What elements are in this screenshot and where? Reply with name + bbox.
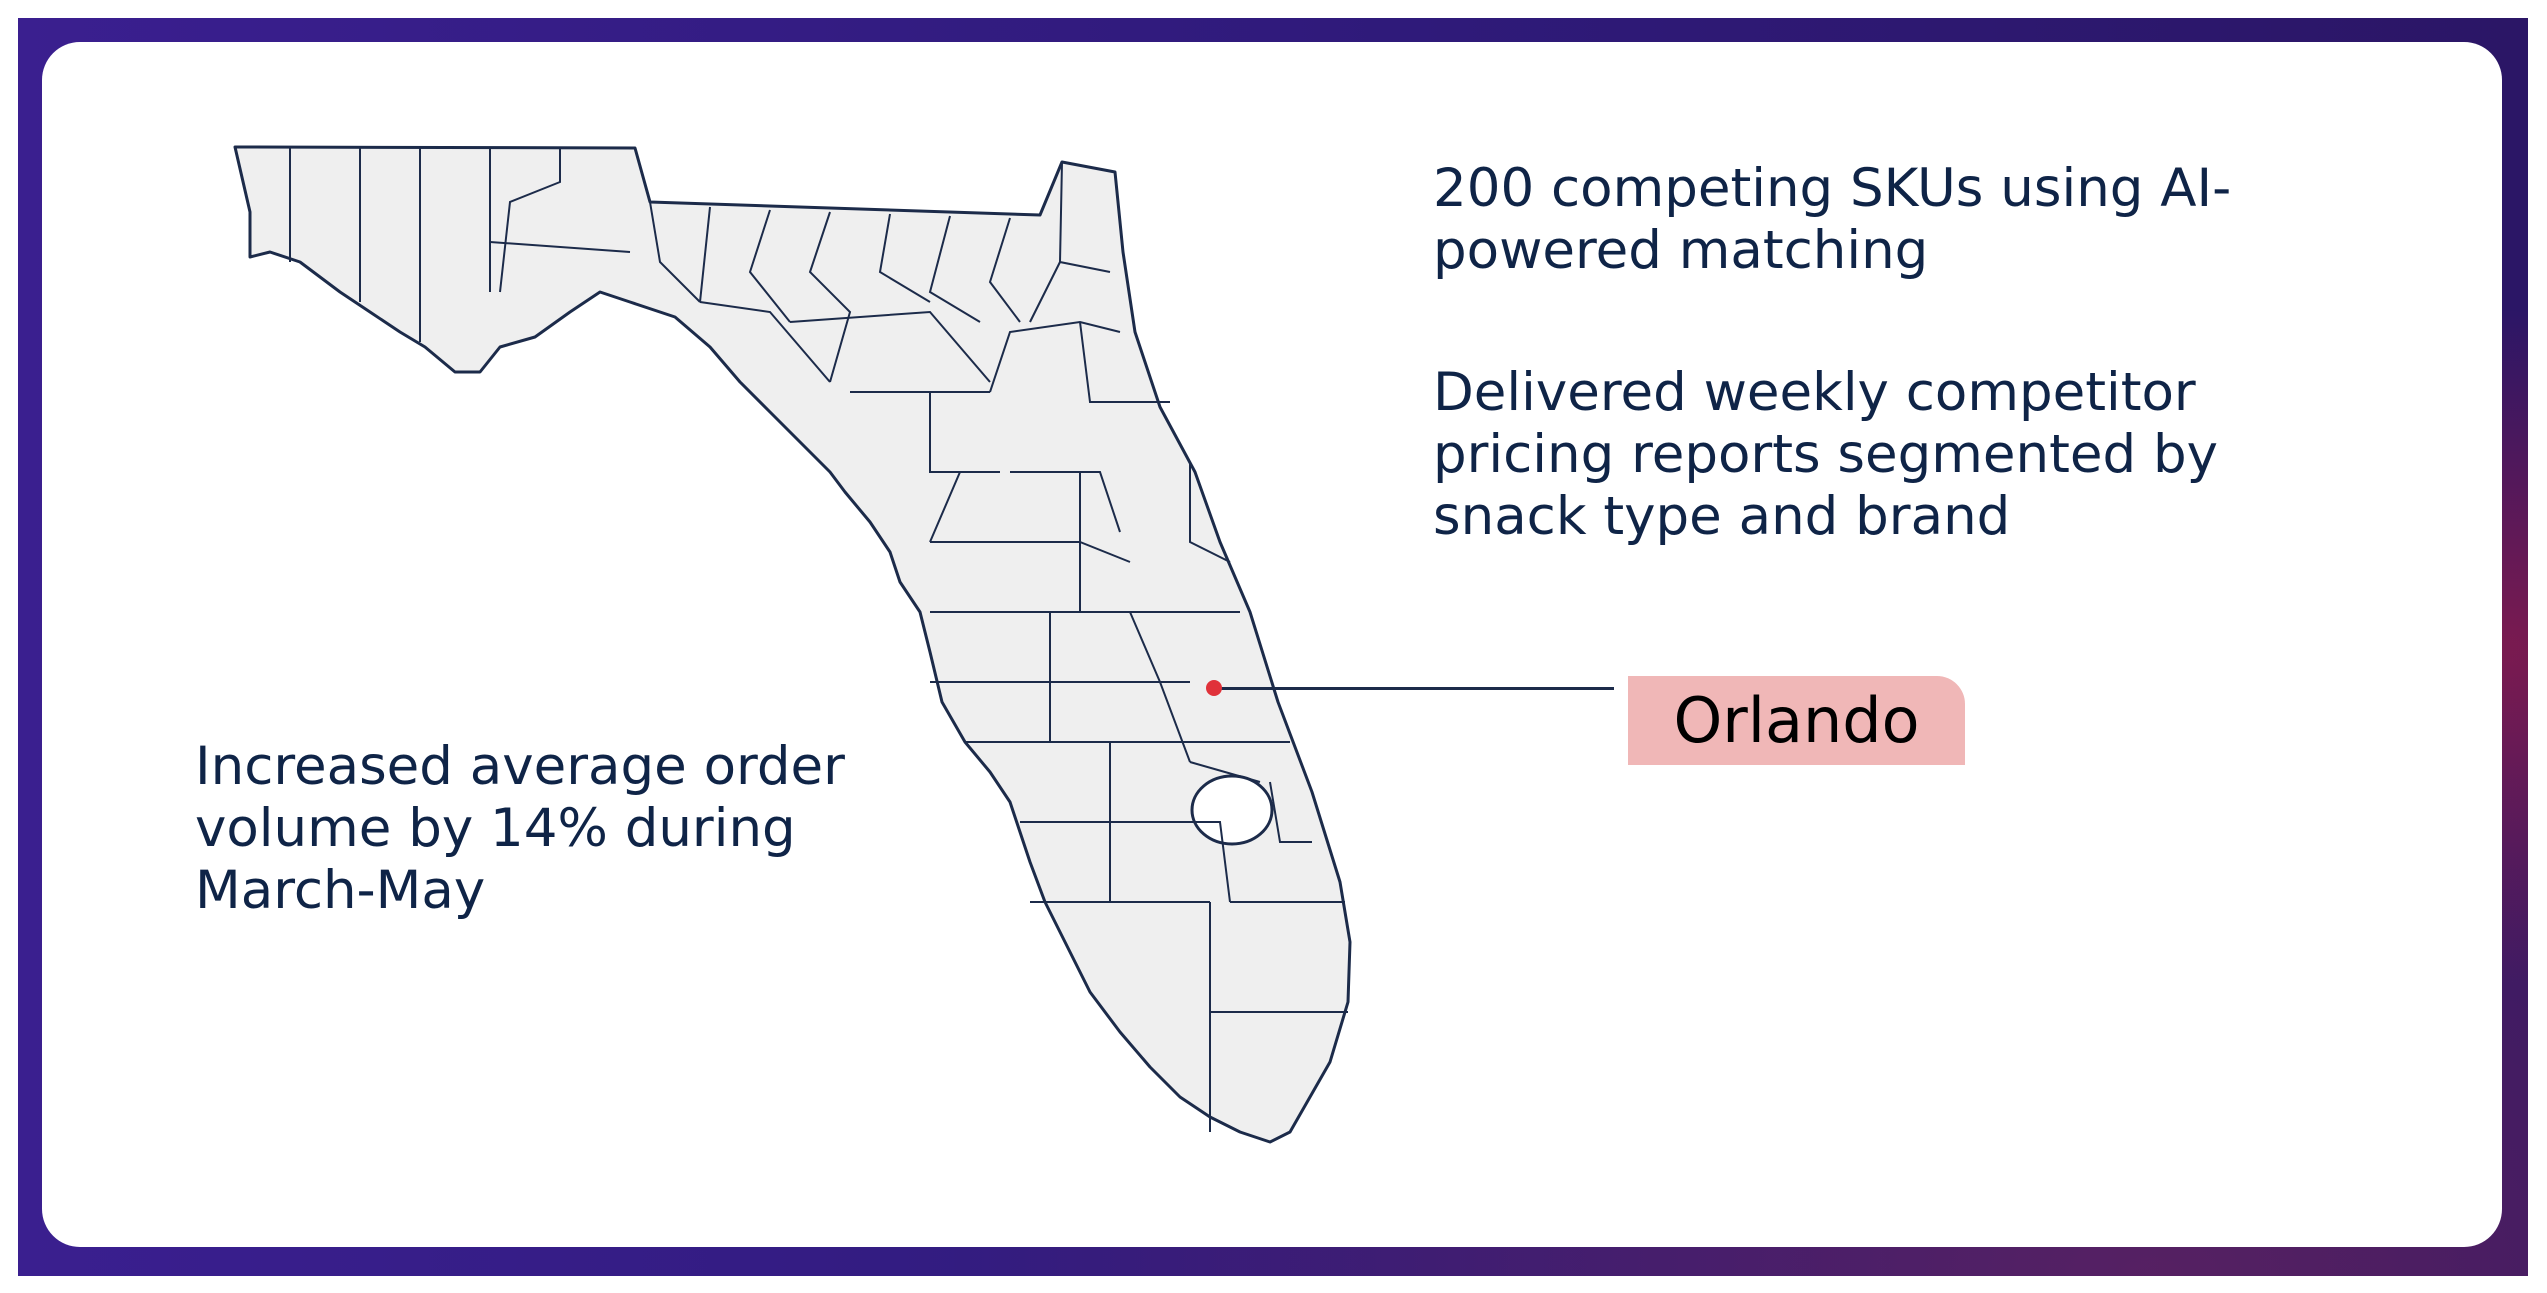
stat-skus-text: 200 competing SKUs using AI-powered matc… bbox=[1433, 158, 2232, 281]
stat-reports-text: Delivered weekly competitor pricing repo… bbox=[1433, 362, 2219, 547]
florida-county-map bbox=[230, 142, 1378, 1154]
lake-okeechobee bbox=[1190, 774, 1274, 846]
county-borders bbox=[289, 148, 1348, 1132]
orlando-leader-line bbox=[1214, 687, 1614, 690]
stat-volume-text: Increased average order volume by 14% du… bbox=[195, 736, 845, 921]
florida-map-svg bbox=[233, 145, 1352, 1144]
florida-outline bbox=[233, 145, 1352, 1144]
orlando-marker-dot[interactable] bbox=[1206, 680, 1222, 696]
orlando-label: Orlando bbox=[1628, 676, 1965, 765]
